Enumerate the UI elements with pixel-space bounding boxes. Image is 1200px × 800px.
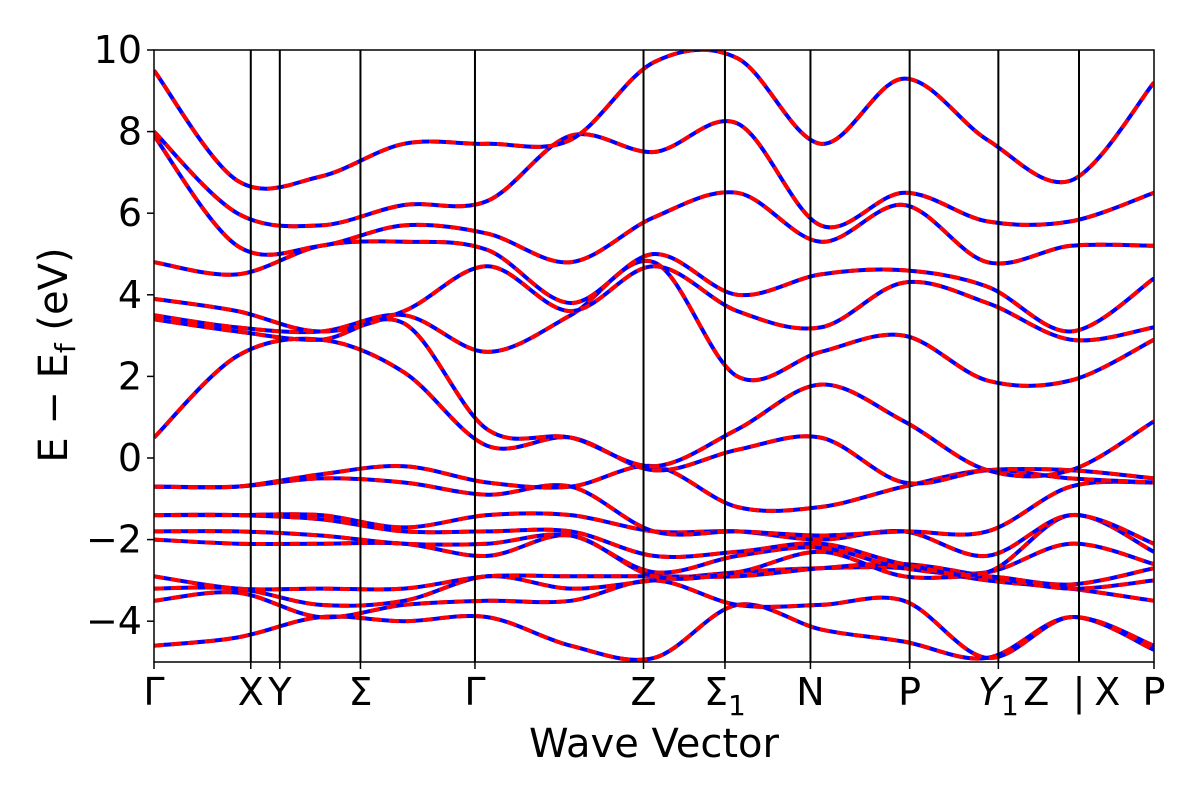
high-symmetry-lines: [249, 50, 1080, 662]
bands-layer: [154, 50, 1154, 662]
y-axis-title: E − Ef (eV): [31, 247, 82, 462]
x-tick-label-7: N: [796, 670, 824, 714]
band-line-blue-10: [154, 336, 1154, 486]
y-axis-title-unit: (eV): [31, 247, 77, 343]
band-line-red-2: [154, 565, 1154, 608]
x-tick-label-4: Γ: [464, 670, 485, 714]
x-tick-label-2: Y: [267, 670, 292, 714]
plot-frame: [153, 49, 1155, 663]
band-line-red-10: [154, 336, 1154, 486]
x-tick-label-0: Γ: [143, 670, 164, 714]
band-line-red-13: [154, 264, 1154, 343]
band-line-red-16: [154, 119, 1154, 230]
x-tick-label-10: Z: [1023, 670, 1049, 714]
y-tick-label-2: 6: [118, 191, 142, 235]
band-line-blue-16: [154, 119, 1154, 230]
x-axis: Γ X Y Σ Γ Z Σ1 N P Y1 Z | X P: [143, 662, 1165, 722]
band-line-blue-12: [154, 258, 1154, 388]
band-line-red-12: [154, 258, 1154, 388]
band-line-red-4: [154, 533, 1154, 587]
x-tick-label-5: Z: [630, 670, 656, 714]
x-tick-label-8: P: [898, 670, 921, 714]
band-line-blue-8: [154, 476, 1154, 538]
x-tick-label-1: X: [238, 670, 264, 714]
band-line-red-17: [154, 50, 1154, 191]
y-tick-label-4: 2: [118, 354, 142, 398]
band-line-red-15: [154, 134, 1154, 266]
x-tick-label-9: Y1: [978, 670, 1019, 722]
band-line-red-8: [154, 476, 1154, 538]
x-axis-title: Wave Vector: [529, 721, 780, 767]
band-line-red-11: [154, 317, 1154, 479]
y-tick-label-1: 8: [118, 110, 142, 154]
band-line-red-7: [154, 511, 1154, 558]
x-tick-label-12: X: [1094, 670, 1120, 714]
y-axis-title-sub: f: [49, 342, 82, 353]
y-tick-label-3: 4: [118, 273, 142, 317]
y-tick-label-5: 0: [118, 436, 142, 480]
y-tick-label-0: 10: [94, 28, 142, 72]
band-line-blue-14: [154, 239, 1154, 334]
x-tick-label-6: Σ1: [704, 670, 746, 722]
x-tick-label-11: |: [1073, 670, 1086, 715]
y-axis-title-main: E − E: [31, 353, 77, 463]
band-line-red-1: [154, 578, 1154, 660]
x-tick-label-3: Σ: [348, 670, 372, 714]
band-line-red-6: [154, 512, 1154, 577]
y-tick-label-7: −4: [86, 599, 142, 643]
x-tick-label-13: P: [1143, 670, 1166, 714]
y-tick-label-6: −2: [86, 518, 142, 562]
y-axis: 10 8 6 4 2 0 −2 −4: [86, 28, 154, 643]
band-line-blue-15: [154, 134, 1154, 266]
band-line-blue-17: [154, 50, 1154, 191]
band-line-blue-11: [154, 317, 1154, 479]
